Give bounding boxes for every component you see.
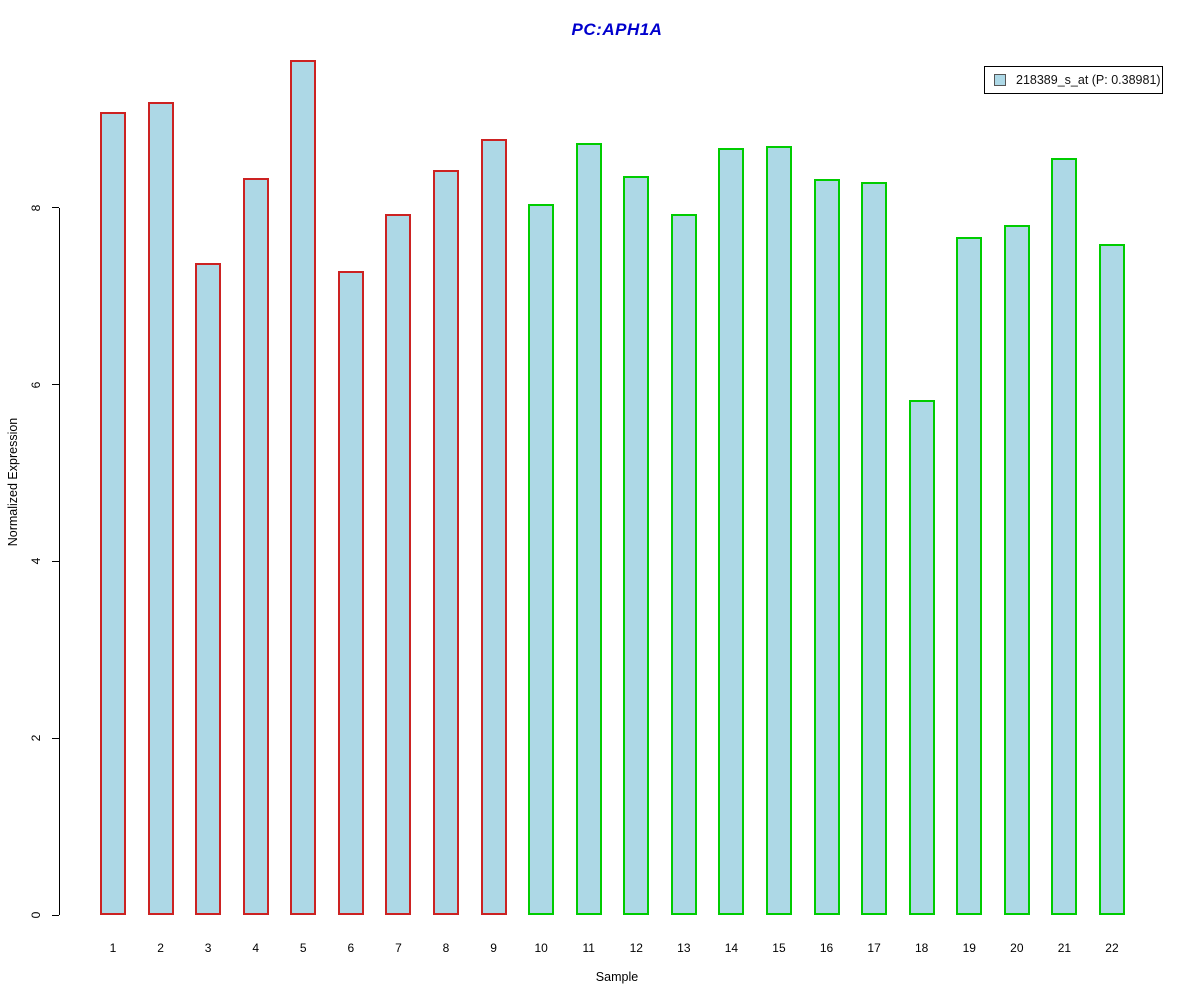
x-tick-label: 1 (109, 941, 117, 955)
bar-sample-5 (290, 60, 317, 915)
x-tick-label: 2 (157, 941, 164, 955)
y-tick-label: 6 (29, 381, 43, 388)
y-axis (59, 208, 60, 915)
y-tick-mark (52, 560, 59, 562)
x-tick-label: 10 (534, 941, 548, 955)
x-tick-label: 16 (819, 941, 834, 955)
legend: 218389_s_at (P: 0.38981) (984, 66, 1163, 94)
y-tick-mark (52, 207, 59, 209)
bar-sample-19 (956, 236, 983, 915)
x-tick-label: 12 (629, 941, 643, 955)
x-tick-label: 4 (252, 941, 260, 955)
y-axis-label: Normalized Expression (6, 417, 20, 547)
bar-sample-21 (1051, 158, 1078, 915)
x-tick-label: 6 (347, 941, 355, 955)
bar-sample-16 (813, 178, 840, 915)
x-tick-label: 20 (1010, 941, 1024, 955)
x-tick-label: 17 (867, 941, 881, 955)
y-tick-label: 4 (29, 558, 43, 565)
bar-sample-6 (337, 271, 364, 915)
bar-sample-13 (670, 213, 697, 915)
bar-sample-20 (1003, 224, 1030, 915)
x-tick-label: 18 (915, 941, 929, 955)
y-tick-label: 8 (29, 204, 43, 212)
x-tick-label: 14 (724, 941, 739, 955)
x-tick-label: 3 (204, 941, 212, 955)
bar-sample-12 (623, 175, 650, 915)
x-tick-label: 9 (490, 941, 497, 955)
x-tick-label: 22 (1105, 941, 1119, 955)
x-tick-label: 19 (962, 941, 976, 955)
bar-sample-3 (195, 263, 222, 915)
legend-label: 218389_s_at (P: 0.38981) (1016, 73, 1161, 87)
y-tick-mark (52, 737, 59, 739)
bar-sample-11 (575, 143, 602, 915)
bar-sample-4 (242, 177, 269, 915)
bar-sample-18 (908, 399, 935, 915)
chart-title: PC:APH1A (571, 20, 663, 39)
bar-sample-10 (528, 204, 555, 915)
bar-sample-7 (385, 213, 412, 915)
x-tick-label: 21 (1057, 941, 1072, 955)
bar-sample-2 (147, 101, 174, 915)
y-tick-mark (52, 384, 59, 386)
y-tick-mark (52, 914, 59, 916)
bar-sample-17 (861, 182, 888, 915)
bar-sample-15 (765, 145, 792, 915)
x-tick-label: 5 (299, 941, 307, 955)
bar-sample-14 (718, 147, 745, 915)
bar-sample-8 (432, 169, 459, 915)
bar-sample-22 (1098, 244, 1125, 915)
bar-sample-9 (480, 138, 507, 915)
x-axis-label: Sample (595, 970, 639, 984)
x-tick-label: 7 (395, 941, 402, 955)
x-tick-label: 15 (772, 941, 786, 955)
x-tick-label: 13 (677, 941, 691, 955)
y-tick-label: 2 (29, 734, 43, 742)
legend-swatch-icon (994, 74, 1006, 86)
x-tick-label: 8 (442, 941, 450, 955)
bar-sample-1 (100, 112, 126, 915)
y-tick-label: 0 (29, 911, 43, 919)
x-tick-label: 11 (582, 941, 595, 955)
